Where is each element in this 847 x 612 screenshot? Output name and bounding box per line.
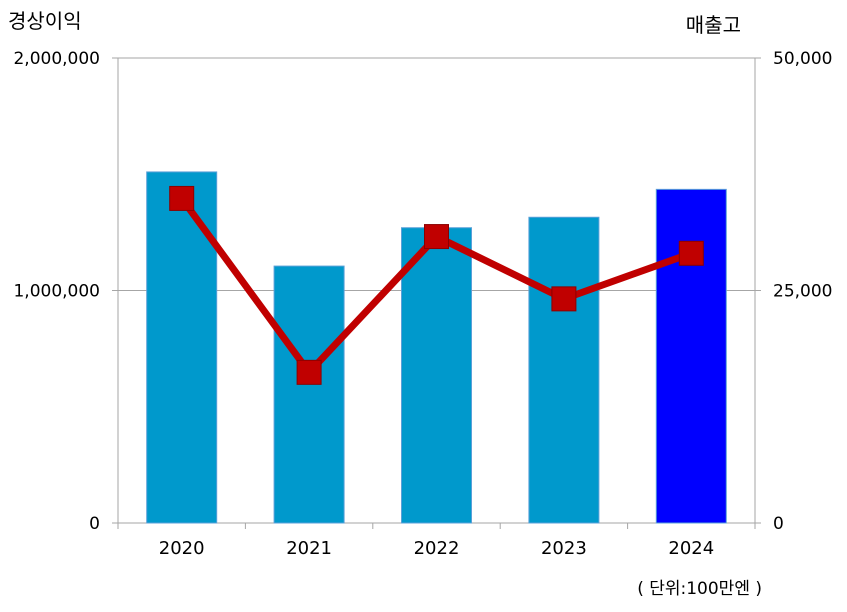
x-tick-label: 2022 bbox=[414, 538, 460, 559]
unit-note: ( 단위:100만엔 ) bbox=[637, 579, 762, 599]
bar-2020 bbox=[146, 171, 218, 524]
right-tick-label: 0 bbox=[773, 514, 784, 534]
bar-2023 bbox=[528, 216, 600, 524]
right-tick-label: 50,000 bbox=[773, 49, 832, 69]
x-tick-label: 2021 bbox=[286, 538, 332, 559]
line-series bbox=[169, 185, 704, 385]
left-axis-title: 경상이익 bbox=[8, 9, 82, 33]
line-marker-2020 bbox=[169, 185, 195, 211]
left-tick-label: 0 bbox=[89, 514, 100, 534]
x-tick-label: 2024 bbox=[668, 538, 714, 559]
right-axis-title: 매출고 bbox=[686, 13, 741, 37]
line-marker-2022 bbox=[424, 224, 449, 250]
bar-2022 bbox=[401, 227, 472, 524]
axis-labels: 0 1,000,000 2,000,000 0 25,000 50,000 2020 2021… bbox=[13, 49, 832, 559]
left-tick-label: 2,000,000 bbox=[13, 49, 100, 69]
bar-2021 bbox=[273, 265, 345, 524]
x-tick-label: 2023 bbox=[541, 538, 587, 559]
x-tick-label: 2020 bbox=[159, 538, 205, 559]
line-marker-2024 bbox=[678, 240, 704, 266]
line-marker-2023 bbox=[551, 286, 577, 312]
axes bbox=[112, 57, 761, 529]
line-marker-2021 bbox=[296, 359, 322, 385]
left-tick-label: 1,000,000 bbox=[13, 282, 100, 302]
right-tick-label: 25,000 bbox=[773, 282, 832, 302]
bar-2024 bbox=[655, 188, 727, 524]
